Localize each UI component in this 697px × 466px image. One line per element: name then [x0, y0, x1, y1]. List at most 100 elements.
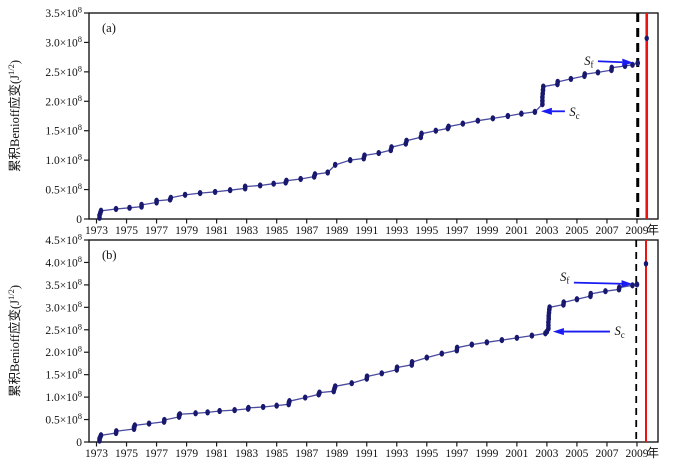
x-tick-label: 1981 — [205, 225, 228, 237]
y-tick-label: 1.0×108 — [45, 389, 82, 405]
data-point — [139, 201, 144, 208]
data-point — [246, 404, 251, 411]
data-point — [260, 403, 266, 411]
x-tick-label: 2005 — [565, 448, 588, 460]
data-point — [519, 110, 524, 117]
data-point — [499, 337, 505, 344]
data-point — [547, 304, 552, 311]
x-tick-label: 1987 — [295, 448, 318, 460]
data-point — [284, 177, 289, 184]
x-tick-label: 2003 — [535, 225, 558, 237]
data-point — [114, 428, 119, 435]
data-point — [98, 432, 104, 439]
data-point — [177, 411, 183, 418]
data-point — [287, 398, 292, 405]
y-tick-label: 3.0×108 — [45, 34, 82, 50]
x-tick-label: 1997 — [445, 448, 468, 460]
annotation-arrow-head — [540, 107, 552, 115]
x-tick-label: 2007 — [595, 448, 618, 460]
x-tick-label: 2009 — [625, 448, 648, 460]
data-point — [609, 64, 615, 71]
data-point — [634, 281, 640, 288]
x-tick-label: 2007 — [595, 225, 618, 237]
x-tick-label: 1991 — [355, 225, 378, 237]
x-tick-label: 1999 — [475, 225, 498, 237]
x-tick-label: 1989 — [325, 448, 348, 460]
x-tick-label: 1983 — [235, 225, 258, 237]
annotation-arrow-line — [573, 281, 622, 285]
x-tick-label: 1995 — [415, 448, 438, 460]
x-tick-label: 2001 — [505, 225, 528, 237]
y-tick-label: 2.5×108 — [45, 321, 82, 337]
x-tick-label: 1983 — [235, 448, 258, 460]
annotation-label: Sc — [614, 324, 624, 340]
panel-label: (a) — [102, 21, 116, 35]
data-point — [454, 344, 460, 351]
annotation-arrow-line — [597, 60, 623, 64]
y-tick-label: 0.5×108 — [45, 181, 82, 197]
data-point — [424, 354, 430, 361]
data-point — [469, 341, 475, 348]
data-point — [630, 282, 635, 289]
data-point — [394, 364, 400, 371]
data-point — [325, 169, 331, 176]
data-point — [540, 83, 546, 90]
data-point — [588, 290, 594, 297]
data-point — [376, 149, 382, 157]
data-point — [317, 389, 322, 396]
data-point — [146, 420, 152, 427]
x-tick-label: 1979 — [175, 448, 198, 460]
data-point — [595, 69, 601, 76]
data-point — [113, 205, 119, 213]
y-tick-label: 3.5×108 — [45, 276, 82, 292]
mainshock-point — [644, 35, 649, 42]
data-point — [505, 112, 511, 120]
y-axis-title: 累积Benioff应变(J1/2) — [6, 285, 22, 397]
y-tick-label: 2.5×108 — [45, 63, 82, 79]
y-tick-label: 1.0×108 — [45, 152, 82, 168]
y-tick-label: 4.5×108 — [45, 232, 82, 248]
data-point — [582, 71, 588, 78]
x-tick-label: 1977 — [145, 225, 168, 237]
data-point — [162, 416, 167, 424]
y-tick-label: 0 — [76, 437, 82, 449]
data-point — [532, 108, 538, 115]
data-point — [127, 204, 132, 211]
data-point — [332, 161, 338, 168]
x-tick-label: 1993 — [385, 225, 408, 237]
data-point — [379, 370, 385, 377]
data-point — [205, 409, 210, 416]
annotation-arrow-head — [552, 327, 564, 336]
panel-b: 1973 1975 1977 1979 1981 1983 1985 1987 1989 1991… — [6, 232, 659, 461]
data-point — [271, 180, 276, 187]
y-tick-label: 0.5×108 — [45, 411, 82, 427]
data-point — [154, 197, 159, 204]
x-tick-label: 1991 — [355, 448, 378, 460]
data-point — [603, 288, 608, 295]
y-tick-label: 3.0×108 — [45, 299, 82, 315]
y-tick-label: 2.0×108 — [45, 344, 82, 360]
panel-a: 1973 1975 1977 1979 1981 1983 1985 1987 1989 1991… — [6, 5, 659, 238]
data-point — [561, 299, 567, 306]
x-axis-unit-label: 年 — [647, 446, 659, 460]
y-tick-label: 1.5×108 — [45, 366, 82, 382]
data-point — [635, 59, 641, 67]
x-axis-unit-label: 年 — [647, 223, 659, 237]
data-point — [232, 407, 237, 414]
y-tick-label: 4.0×108 — [45, 254, 82, 270]
x-tick-label: 1973 — [85, 448, 108, 460]
data-point — [616, 284, 622, 291]
data-point — [349, 380, 355, 387]
annotation-label: Sc — [569, 105, 579, 121]
data-point — [490, 115, 496, 122]
x-tick-label: 1973 — [85, 225, 108, 237]
y-axis-title: 累积Benioff应变(J1/2) — [6, 60, 22, 172]
data-point — [555, 78, 561, 85]
annotation-label: Sf — [560, 270, 569, 286]
x-tick-label: 2003 — [535, 448, 558, 460]
data-point — [217, 407, 222, 415]
x-tick-label: 1981 — [205, 448, 228, 460]
y-tick-label: 2.0×108 — [45, 93, 82, 109]
